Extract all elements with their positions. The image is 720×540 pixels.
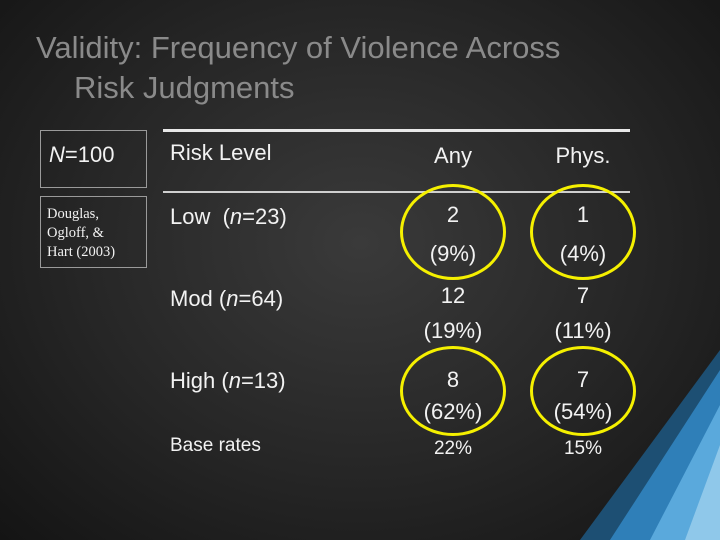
any-count: 12 <box>440 283 466 308</box>
header-phys: Phys. <box>555 143 611 168</box>
header-risk-level: Risk Level <box>170 140 272 165</box>
highlight-circle <box>400 184 506 280</box>
phys-percent: (11%) <box>554 318 612 343</box>
row-label-base-rates: Base rates <box>170 435 261 456</box>
any-count: 8 <box>446 367 460 392</box>
table-header-rule <box>163 191 630 193</box>
header-any: Any <box>434 143 472 168</box>
highlight-circle <box>530 346 636 436</box>
reference-box: Douglas, Ogloff, & Hart (2003) <box>40 196 147 268</box>
title-line-2: Risk Judgments <box>74 70 295 105</box>
row-label-mod: Mod (n=64) <box>170 286 284 311</box>
decorative-corner-shape <box>580 350 720 540</box>
base-rate-phys: 15% <box>563 438 603 459</box>
sample-size-label: N=100 <box>49 142 115 167</box>
slide-title: Validity: Frequency of Violence Across R… <box>36 28 676 108</box>
sample-size-box: N=100 <box>40 130 147 188</box>
phys-count: 7 <box>576 367 590 392</box>
highlight-circle <box>530 184 636 280</box>
row-label-high: High (n=13) <box>170 368 286 393</box>
phys-count: 1 <box>576 202 590 227</box>
phys-percent: (54%) <box>553 399 613 424</box>
any-percent: (62%) <box>423 399 483 424</box>
phys-percent: (4%) <box>559 241 607 266</box>
title-line-1: Validity: Frequency of Violence Across <box>36 30 561 65</box>
any-percent: (9%) <box>429 241 477 266</box>
base-rate-any: 22% <box>433 438 473 459</box>
highlight-circle <box>400 346 506 436</box>
reference-citation: Douglas, Ogloff, & Hart (2003) <box>47 206 116 260</box>
any-count: 2 <box>446 202 460 227</box>
phys-count: 7 <box>576 283 590 308</box>
any-percent: (19%) <box>423 318 483 343</box>
table-top-rule <box>163 129 630 132</box>
row-label-low: Low (n=23) <box>170 204 287 229</box>
